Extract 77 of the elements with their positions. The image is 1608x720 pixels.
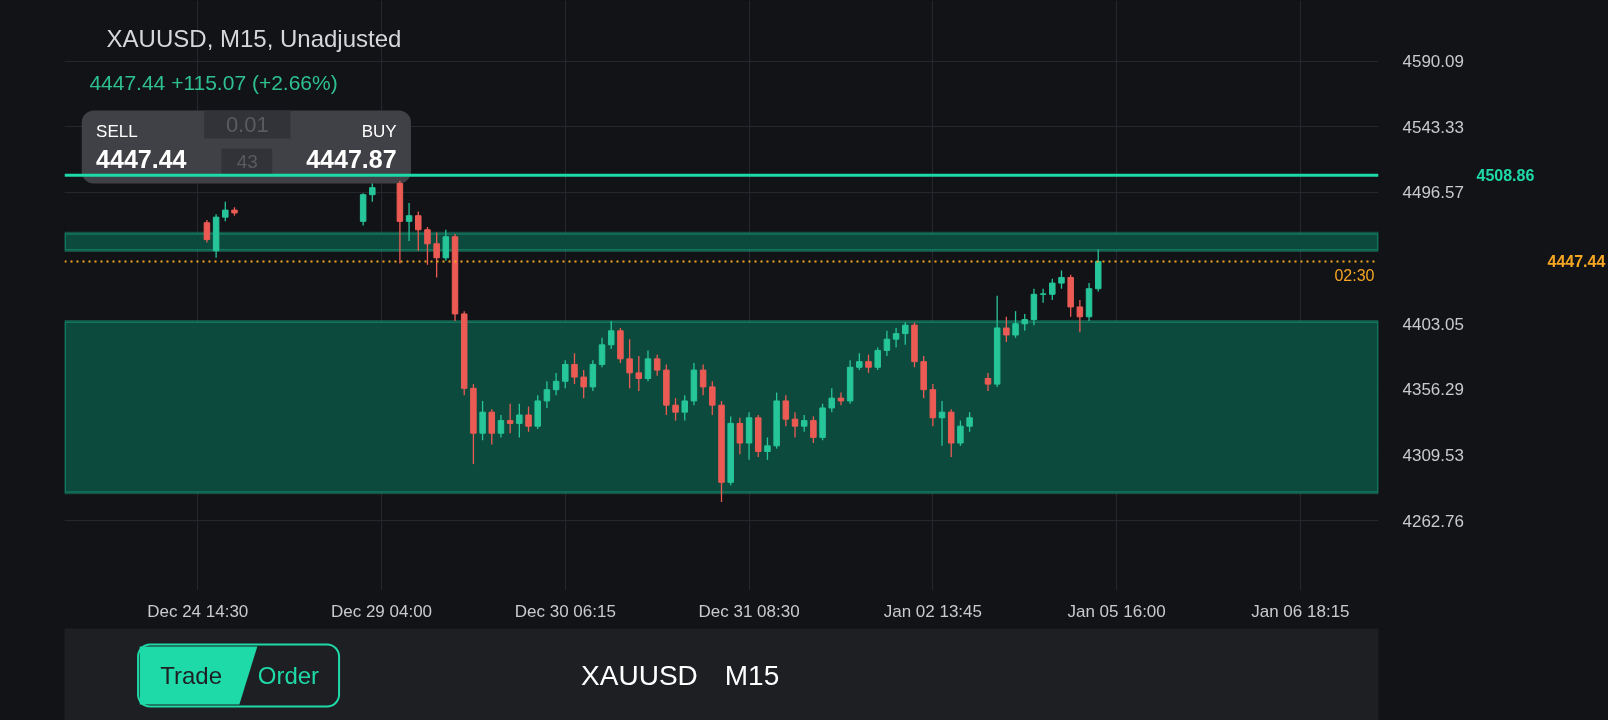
y-tick-label: 4543.33 — [1402, 117, 1464, 137]
candlestick — [488, 408, 496, 446]
x-tick-label: Jan 06 18:15 — [1251, 601, 1350, 621]
annotation: BUY — [361, 122, 397, 141]
text: 4447.44 +115.07 (+2.66%) — [89, 71, 338, 94]
candlestick — [543, 380, 551, 409]
y-tick-label: 4262.76 — [1402, 511, 1464, 531]
candlestick — [764, 436, 771, 461]
x-tick-label: Dec 24 14:30 — [147, 601, 249, 621]
candlestick — [442, 229, 450, 262]
candlestick — [902, 321, 909, 346]
x-tick-label: Jan 02 13:45 — [883, 601, 982, 621]
candlestick — [892, 327, 900, 349]
candlestick — [1012, 310, 1019, 339]
candlestick — [1003, 316, 1010, 343]
x-tick-label: Jan 05 16:00 — [1067, 601, 1166, 621]
candlestick — [672, 397, 679, 422]
candlestick — [433, 231, 440, 279]
candlestick — [562, 359, 569, 389]
candlestick — [598, 337, 606, 368]
y-tick-label: 4590.09 — [1402, 52, 1464, 72]
candlestick — [497, 414, 505, 439]
candlestick — [589, 359, 597, 392]
text: Order — [257, 662, 320, 689]
candlestick — [644, 349, 652, 382]
candlestick — [791, 411, 799, 439]
x-tick-label: Dec 29 04:00 — [330, 601, 433, 621]
text: XAUUSD — [581, 660, 698, 691]
candlestick — [506, 403, 514, 434]
candlestick — [479, 400, 486, 441]
annotation: 4447.44 — [96, 144, 187, 173]
candlestick — [709, 380, 716, 416]
candlestick — [607, 320, 615, 350]
candlestick — [571, 352, 578, 385]
candlestick — [865, 353, 872, 374]
candlestick — [966, 411, 973, 433]
annotation: 02:30 — [1334, 267, 1375, 285]
annotation: 4447.87 — [306, 144, 397, 173]
candlestick — [810, 415, 817, 444]
candlestick — [580, 369, 587, 399]
candlestick — [516, 403, 523, 439]
candlestick — [699, 363, 707, 396]
candlestick — [681, 394, 688, 422]
candlestick — [782, 394, 790, 427]
annotation: SELL — [96, 122, 138, 141]
candlestick — [1076, 299, 1084, 333]
text: Trade — [160, 662, 223, 689]
text: XAUUSD, M15, Unadjusted — [106, 25, 402, 52]
x-tick-label: Dec 31 08:30 — [698, 601, 800, 621]
y-tick-label: 4403.05 — [1402, 314, 1464, 334]
y-tick-label: 4496.57 — [1402, 183, 1464, 203]
candlestick — [405, 202, 413, 242]
candlestick — [984, 372, 992, 392]
candlestick — [552, 372, 560, 396]
candlestick — [1049, 278, 1056, 301]
candlestick — [653, 353, 661, 377]
candlestick — [525, 405, 532, 433]
candlestick — [1039, 288, 1047, 304]
candlestick — [222, 201, 229, 222]
candlestick — [957, 419, 964, 447]
x-tick-label: Dec 30 06:15 — [514, 601, 616, 621]
text: M15 — [724, 660, 780, 691]
candlestick — [635, 355, 643, 392]
candlestick — [424, 226, 431, 266]
candlestick — [874, 346, 881, 371]
candlestick — [883, 330, 891, 357]
candlestick — [203, 219, 211, 244]
candlestick — [736, 417, 744, 455]
ref-line-label: 4447.44 — [1547, 253, 1606, 271]
y-tick-label: 4309.53 — [1402, 445, 1464, 465]
y-tick-label: 4356.29 — [1402, 380, 1464, 400]
candlestick — [369, 182, 376, 203]
candlestick — [626, 338, 633, 389]
ref-line-label: 4508.86 — [1476, 167, 1535, 185]
candlestick — [828, 387, 836, 413]
candlestick — [415, 210, 422, 252]
candlestick — [1058, 269, 1065, 290]
